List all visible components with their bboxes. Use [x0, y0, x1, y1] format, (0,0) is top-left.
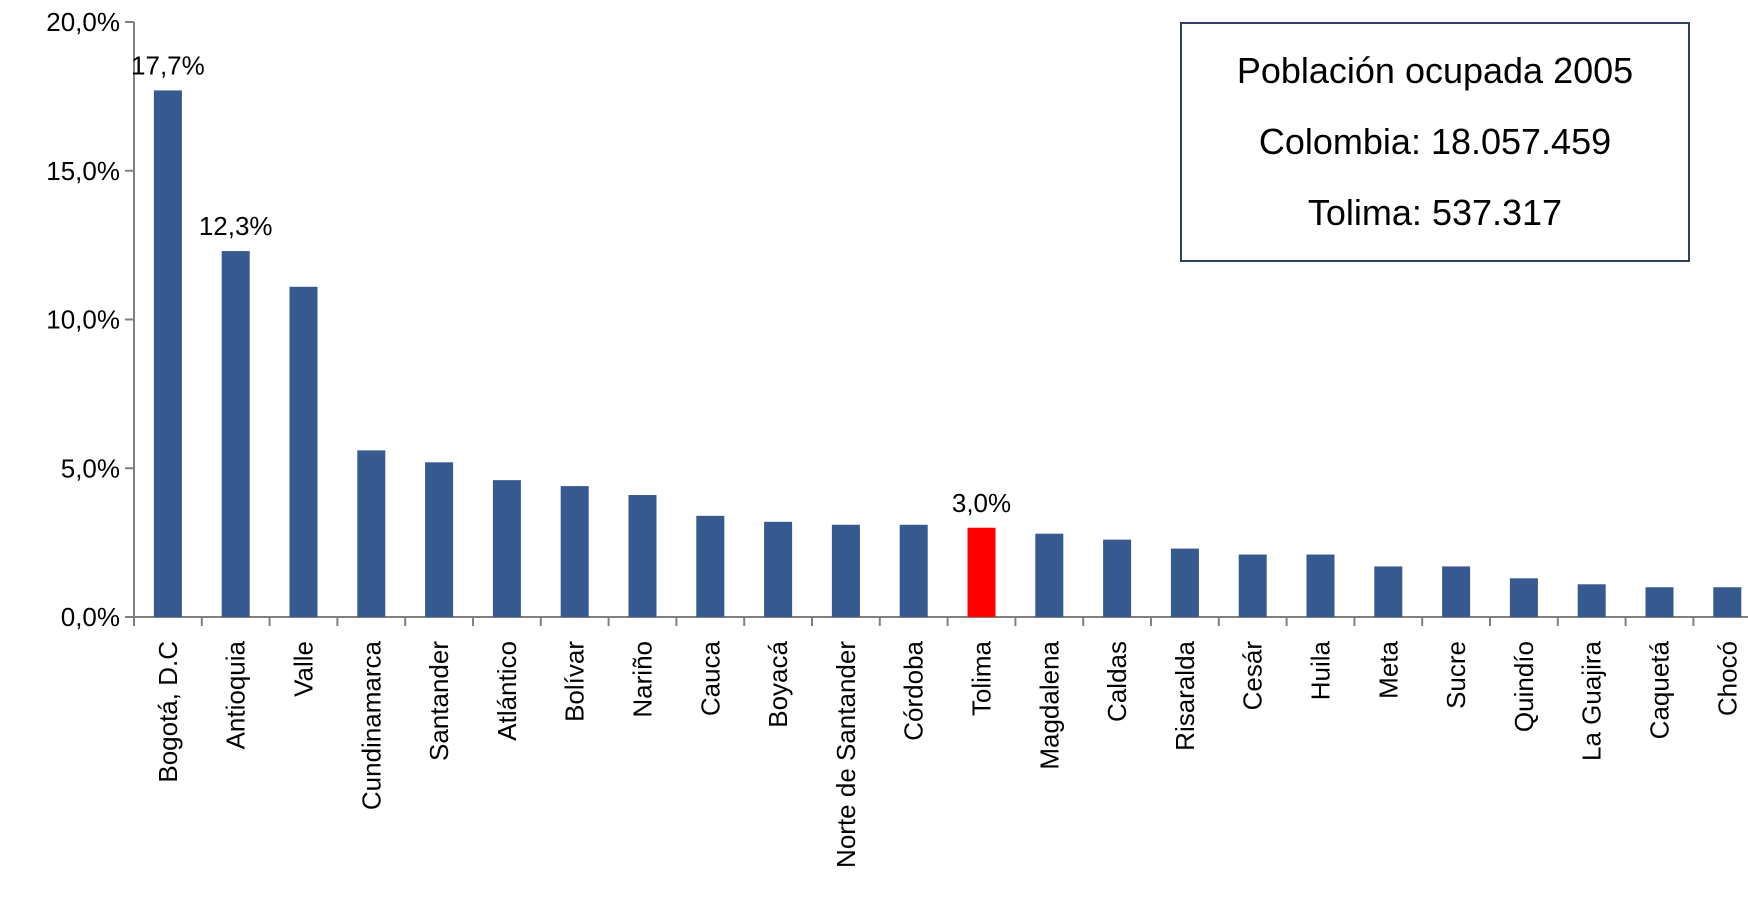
y-tick-label: 15,0% — [46, 156, 120, 186]
summary-title: Población ocupada 2005 — [1236, 50, 1634, 92]
bar — [764, 521, 793, 617]
x-tick-label: Tolima — [967, 640, 997, 716]
x-tick-label: Caquetá — [1645, 640, 1675, 739]
x-tick-label: La Guajira — [1577, 640, 1607, 760]
bar — [1374, 566, 1403, 617]
bar — [1645, 587, 1674, 617]
x-tick-label: Nariño — [628, 641, 658, 718]
summary-tolima: Tolima: 537.317 — [1307, 191, 1563, 233]
bar — [492, 480, 521, 617]
bar — [560, 486, 589, 617]
summary-box: Población ocupada 2005 Colombia: 18.057.… — [1180, 22, 1690, 262]
y-tick-label: 0,0% — [61, 602, 120, 632]
bar — [1035, 533, 1064, 617]
x-tick-label: Cauca — [695, 640, 725, 716]
bar — [289, 286, 318, 617]
x-tick-label: Meta — [1373, 640, 1403, 698]
bar — [357, 450, 386, 617]
y-tick-label: 10,0% — [46, 305, 120, 335]
x-tick-label: Huila — [1306, 640, 1336, 700]
y-tick-label: 5,0% — [61, 453, 120, 483]
data-label: 17,7% — [131, 50, 205, 80]
x-tick-label: Antioquia — [221, 640, 251, 749]
x-tick-label: Risaralda — [1170, 640, 1200, 750]
x-tick-label: Magdalena — [1034, 640, 1064, 769]
x-tick-label: Cundinamarca — [356, 640, 386, 810]
x-tick-label: Cesár — [1238, 641, 1268, 711]
bar — [1170, 548, 1199, 617]
x-tick-label: Boyacá — [763, 640, 793, 727]
x-tick-label: Valle — [289, 641, 319, 697]
axes: 0,0% 5,0% 10,0% 15,0% 20,0% — [46, 7, 1748, 632]
x-tick-label: Córdoba — [899, 640, 929, 740]
x-tick-label: Bolívar — [560, 641, 590, 722]
bar — [899, 524, 928, 617]
bar — [153, 90, 182, 618]
bar — [1713, 587, 1742, 617]
labels: Bogotá, D.C 17,7% Antioquia 12,3% Valle Cundi… — [131, 50, 1742, 868]
y-tick-label: 20,0% — [46, 7, 120, 37]
bar — [1509, 578, 1538, 617]
bar — [1577, 584, 1606, 617]
x-tick-label: Chocó — [1712, 641, 1742, 716]
x-tick-label: Bogotá, D.C — [153, 641, 183, 783]
x-tick-label: Sucre — [1441, 641, 1471, 709]
x-tick-label: Quindío — [1509, 641, 1539, 732]
bars — [153, 90, 1742, 618]
bar — [1103, 539, 1132, 617]
data-label: 12,3% — [199, 211, 273, 241]
bar — [425, 462, 454, 617]
bar — [967, 527, 996, 617]
bar — [831, 524, 860, 617]
bar — [696, 515, 725, 617]
bar — [1306, 554, 1335, 617]
bar — [1238, 554, 1267, 617]
bar — [221, 251, 250, 617]
bar — [1442, 566, 1471, 617]
x-tick-label: Atlántico — [492, 641, 522, 741]
summary-colombia: Colombia: 18.057.459 — [1258, 120, 1612, 162]
x-tick-label: Caldas — [1102, 641, 1132, 722]
bar — [628, 495, 657, 617]
x-tick-label: Norte de Santander — [831, 641, 861, 868]
data-label: 3,0% — [952, 488, 1011, 518]
x-tick-label: Santander — [424, 641, 454, 761]
